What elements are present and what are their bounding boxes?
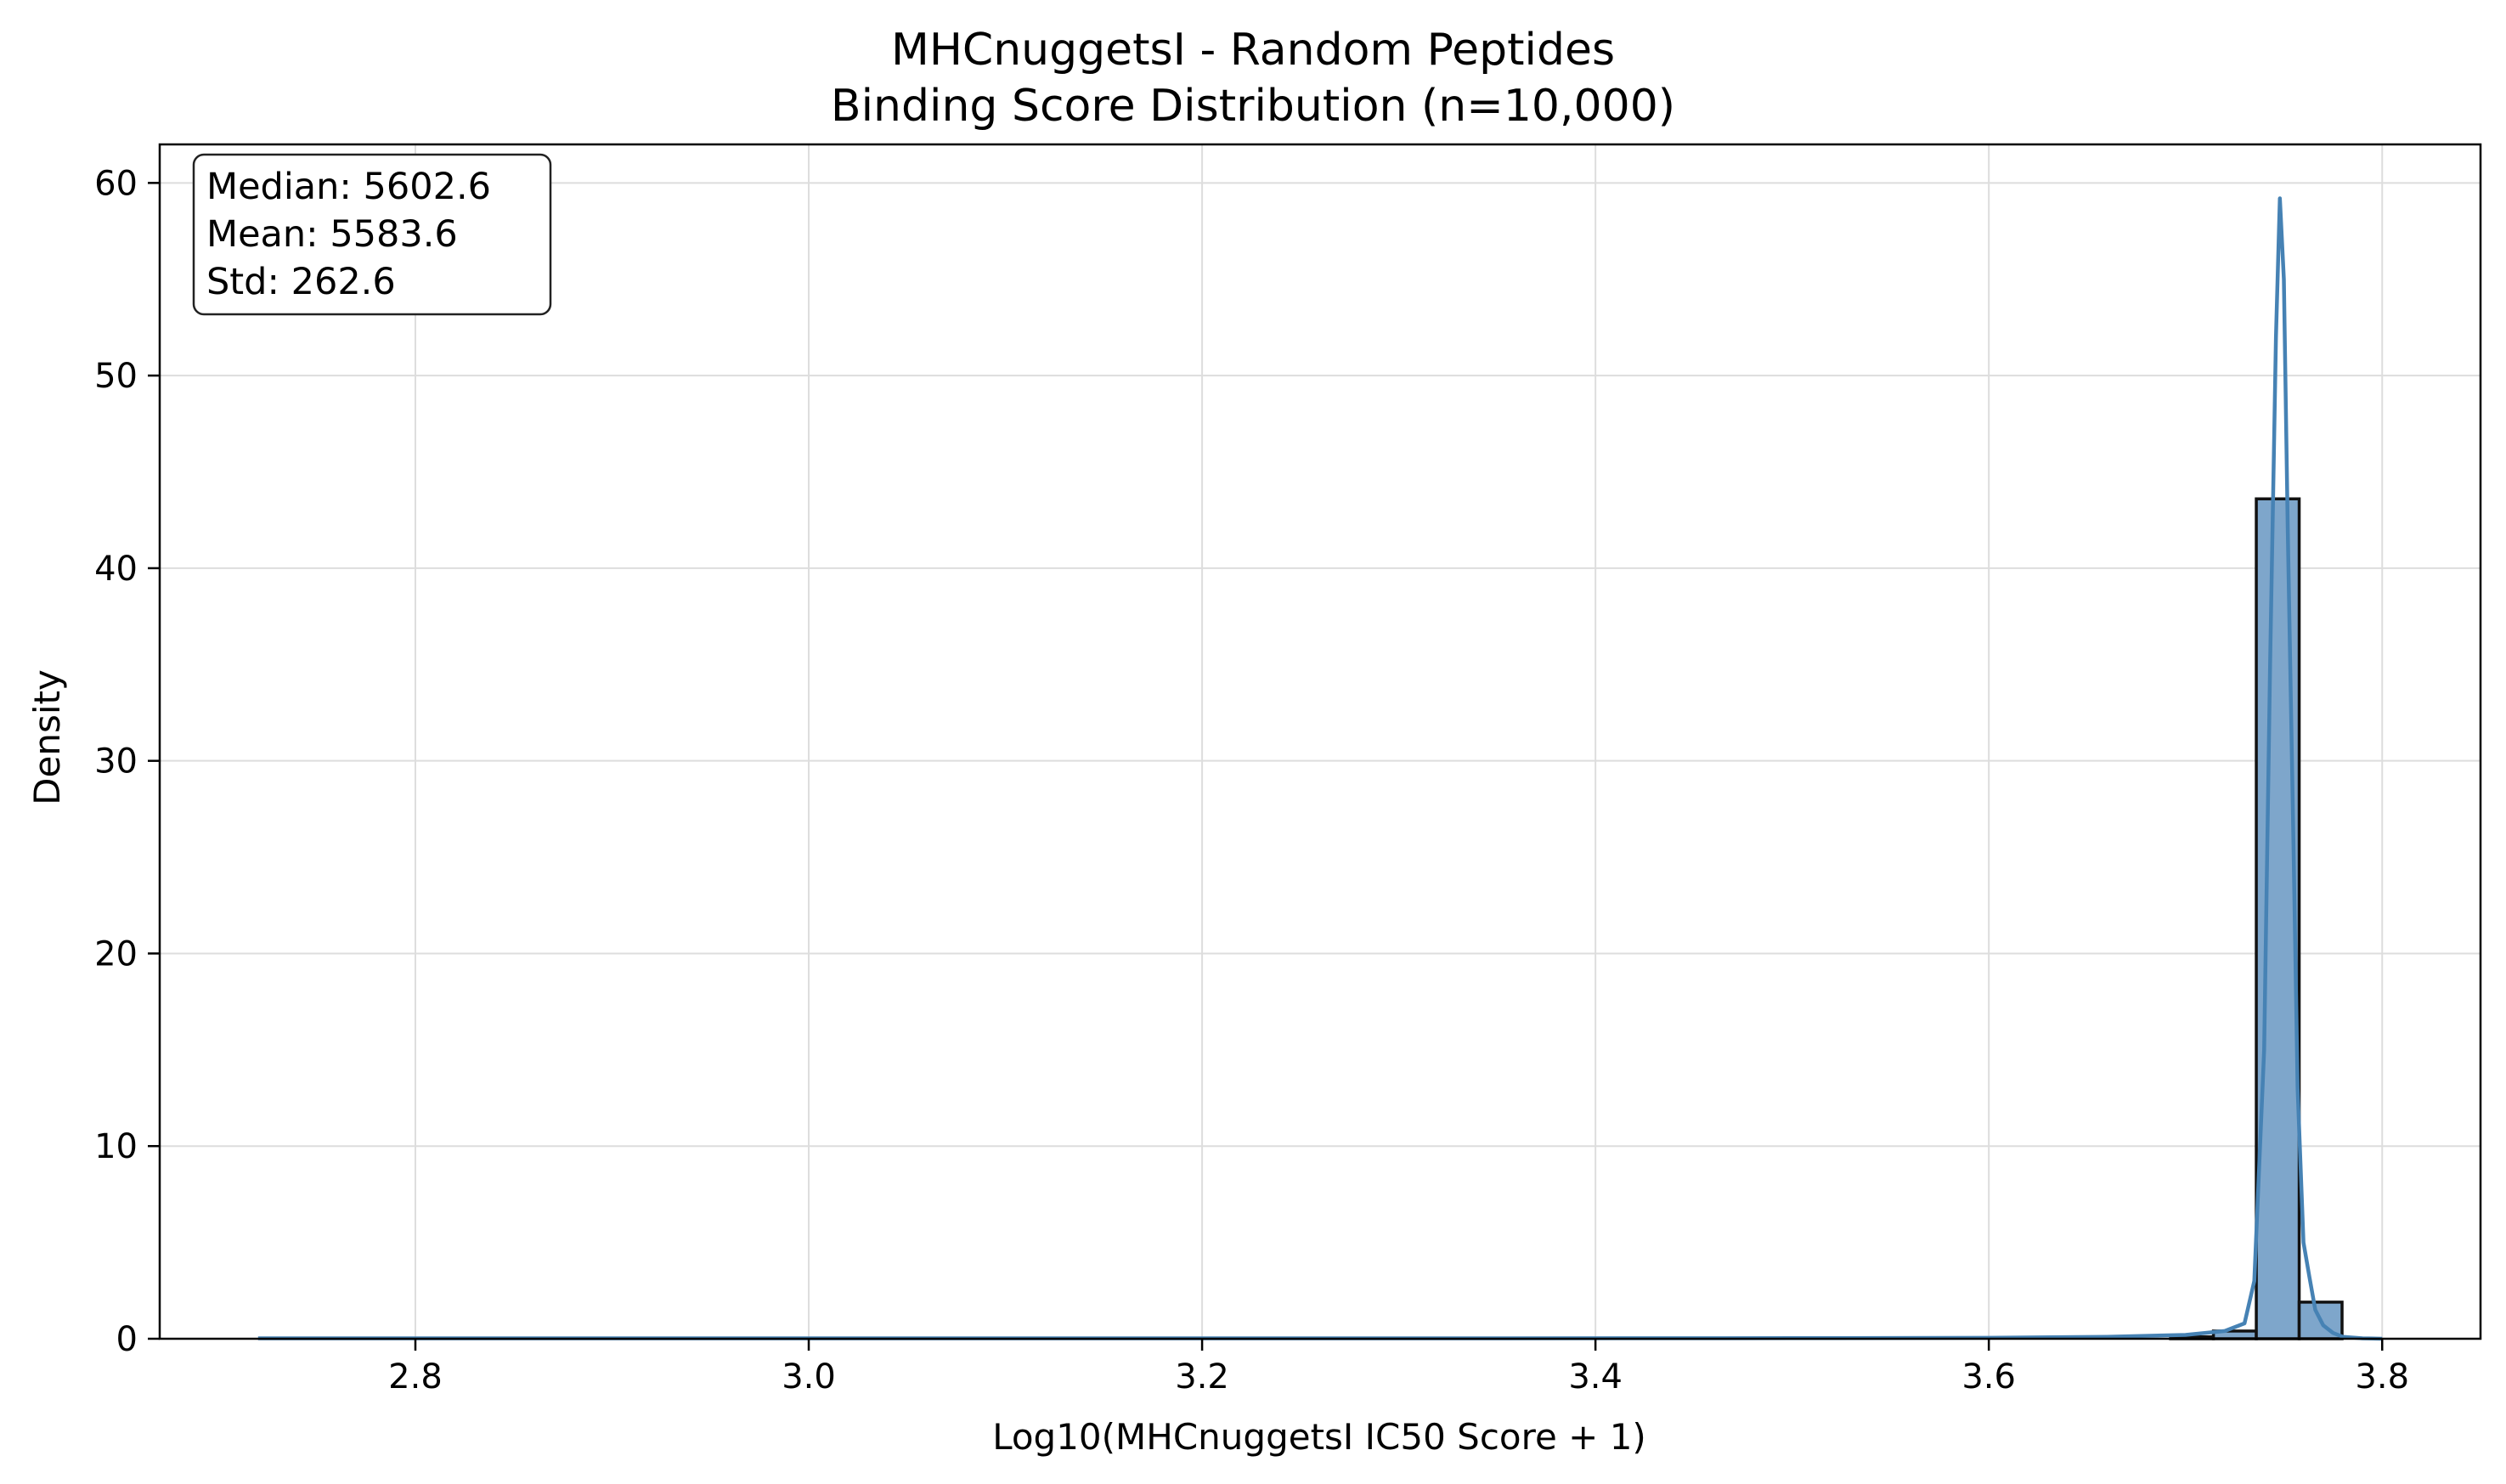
x-axis-label: Log10(MHCnuggetsI IC50 Score + 1) — [992, 1416, 1646, 1458]
stats-std: Std: 262.6 — [206, 261, 396, 303]
kde-layer — [257, 196, 2383, 1341]
y-tick-label: 60 — [94, 164, 138, 203]
kde-curve — [257, 196, 2383, 1341]
x-tick-label: 3.8 — [2355, 1357, 2409, 1397]
y-tick-label: 40 — [94, 550, 138, 589]
y-tick-label: 20 — [94, 934, 138, 973]
grid-layer — [160, 144, 2481, 1340]
stats-median: Median: 5602.6 — [206, 166, 491, 208]
y-tick-label: 0 — [116, 1320, 138, 1359]
chart-subtitle: Binding Score Distribution (n=10,000) — [831, 81, 1675, 132]
x-tick-label: 2.8 — [388, 1357, 443, 1397]
ticks-layer: 2.8 3.0 3.2 3.4 3.6 3.8 0 10 20 30 40 50 60 — [94, 164, 2409, 1397]
x-tick-label: 3.0 — [782, 1357, 836, 1397]
x-tick-label: 3.4 — [1568, 1357, 1623, 1397]
y-axis-label: Density — [26, 669, 68, 805]
histogram-bars — [2169, 497, 2344, 1340]
stats-box: Median: 5602.6 Mean: 5583.6 Std: 262.6 — [192, 153, 552, 316]
stats-box-frame — [192, 153, 552, 316]
stats-mean: Mean: 5583.6 — [206, 213, 458, 256]
chart-title: MHCnuggetsI - Random Peptides — [891, 25, 1615, 76]
y-tick-label: 10 — [94, 1127, 138, 1166]
x-tick-label: 3.2 — [1175, 1357, 1229, 1397]
x-tick-label: 3.6 — [1961, 1357, 2016, 1397]
plot-frame — [158, 143, 2482, 1340]
histogram-bar — [2255, 497, 2301, 1340]
y-tick-label: 30 — [94, 742, 138, 781]
y-tick-label: 50 — [94, 357, 138, 396]
